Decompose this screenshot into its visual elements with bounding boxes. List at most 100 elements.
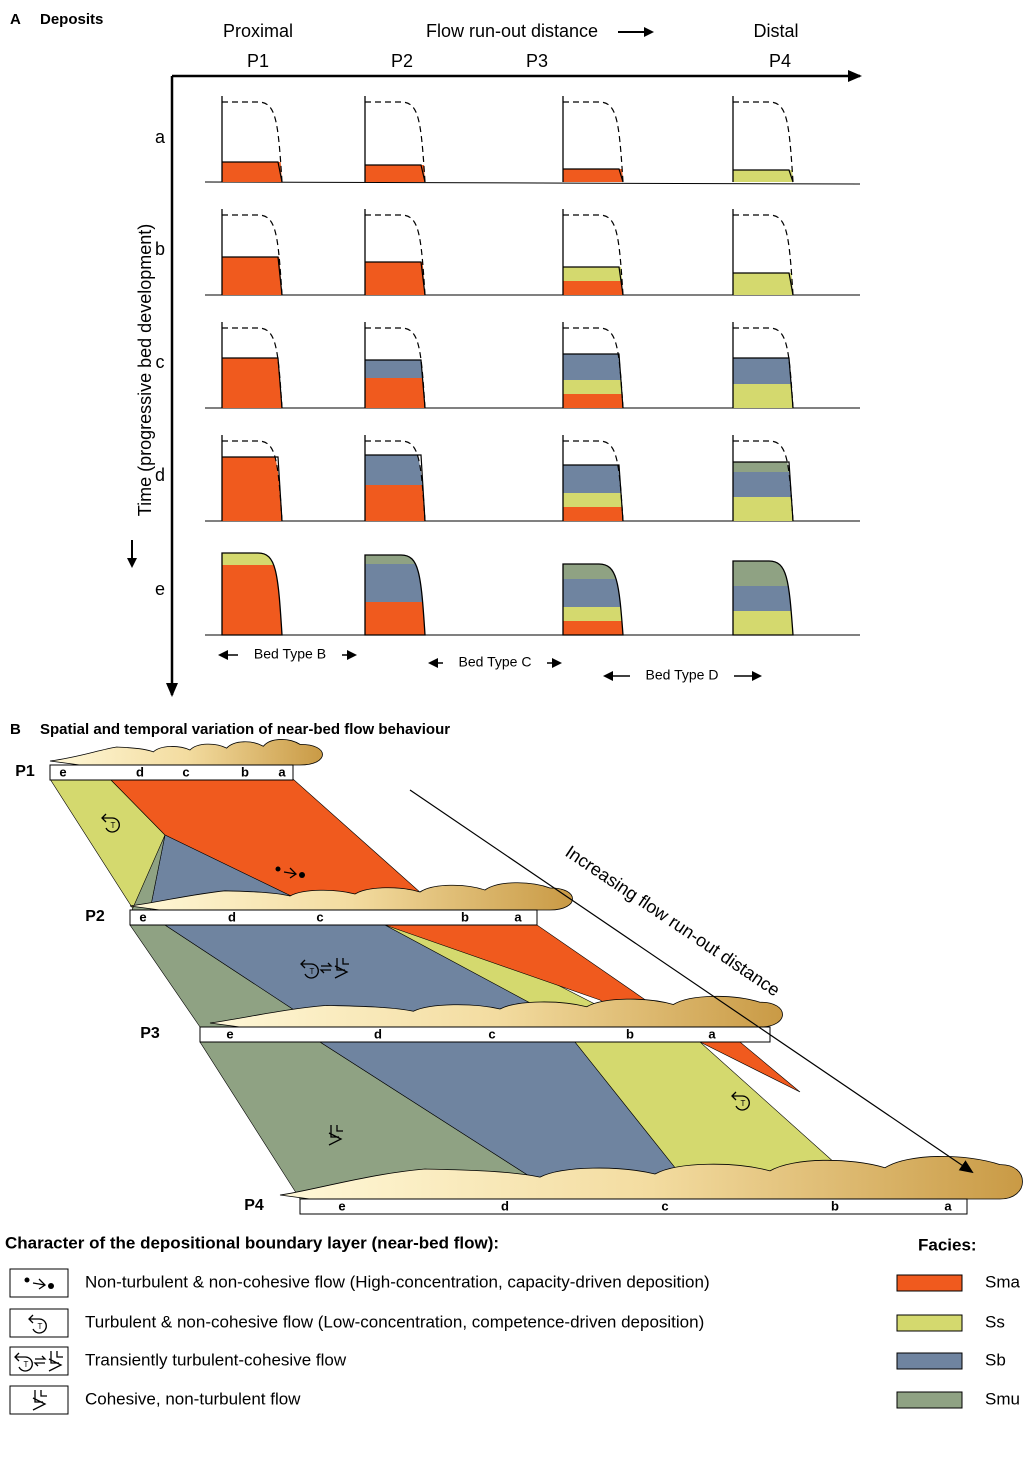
profile-bar [300, 1199, 967, 1214]
division-label: b [626, 1026, 634, 1041]
facies-swatch [897, 1353, 962, 1369]
division-label: d [501, 1198, 509, 1213]
row-label: b [155, 239, 165, 259]
facies-layer [733, 462, 795, 472]
profile-bar [130, 910, 537, 925]
facies-title: Facies: [918, 1235, 977, 1254]
panel-label: B [10, 721, 21, 738]
facies-layer [365, 262, 427, 295]
facies-layer [563, 394, 625, 408]
facies-layer [563, 579, 625, 607]
facies-layer [563, 354, 625, 380]
y-axis-label: Time (progressive bed development) [135, 224, 155, 516]
icon-dot [299, 872, 305, 878]
bed-type-label: Bed Type B [254, 646, 326, 662]
division-label: e [226, 1026, 233, 1041]
icon-dot [48, 1283, 54, 1289]
header-proximal: Proximal [223, 21, 293, 41]
division-label: c [316, 909, 323, 924]
column-label: P4 [769, 51, 791, 71]
icon-t: T [310, 967, 315, 976]
profile-label: P1 [15, 763, 35, 780]
facies-layer [563, 621, 625, 635]
profile-label: P2 [85, 908, 105, 925]
facies-layer [733, 384, 795, 408]
facies-layer [563, 465, 625, 493]
facies-layer [365, 602, 427, 635]
header-distal: Distal [753, 21, 798, 41]
facies-layer [222, 565, 284, 635]
legend-label: Cohesive, non-turbulent flow [85, 1389, 301, 1408]
panel-label: A [10, 11, 21, 28]
icon-t: T [741, 1099, 746, 1108]
division-label: b [461, 909, 469, 924]
icon-t: T [38, 1322, 43, 1331]
profile-bar [200, 1027, 770, 1042]
icon-dot [276, 867, 281, 872]
facies-layer [222, 553, 284, 565]
facies-swatch [897, 1275, 962, 1291]
facies-layer [733, 273, 795, 295]
facies-layer [563, 267, 625, 281]
deposit-grid [205, 96, 860, 635]
header-flow: Flow run-out distance [426, 21, 598, 41]
facies-layer [733, 586, 795, 611]
facies-layer [222, 457, 284, 521]
facies-layer [563, 507, 625, 521]
column-label: P3 [526, 51, 548, 71]
facies-layer [365, 485, 427, 521]
facies-layer [365, 378, 427, 408]
column-label: P1 [247, 51, 269, 71]
division-label: a [514, 909, 522, 924]
facies-layer [733, 170, 795, 182]
facies-layer [563, 380, 625, 394]
facies-layer [222, 358, 284, 408]
facies-label: Sma [985, 1272, 1021, 1291]
facies-layer [365, 165, 427, 182]
division-label: e [139, 909, 146, 924]
division-label: c [182, 764, 189, 779]
icon-t: T [111, 821, 116, 830]
row-label: c [156, 352, 165, 372]
facies-layer [563, 607, 625, 621]
profile-label: P4 [244, 1197, 264, 1214]
legend-title: Character of the depositional boundary l… [5, 1233, 499, 1252]
icon-dot [25, 1278, 30, 1283]
division-label: e [338, 1198, 345, 1213]
facies-layer [733, 497, 795, 521]
division-label: e [59, 764, 66, 779]
legend-label: Transiently turbulent-cohesive flow [85, 1350, 347, 1369]
division-label: b [831, 1198, 839, 1213]
division-label: d [374, 1026, 382, 1041]
legend-icon-box [10, 1269, 68, 1297]
profile-bar [50, 765, 293, 780]
figure: A Deposits Proximal Flow run-out distanc… [0, 0, 1029, 1479]
facies-layer [563, 169, 625, 182]
legend-icon-box [10, 1386, 68, 1414]
ground-line [205, 182, 860, 184]
bed-type-label: Bed Type D [646, 667, 719, 683]
row-label: d [155, 465, 165, 485]
facies-layer [365, 360, 427, 378]
facies-layer [222, 257, 284, 295]
facies-label: Ss [985, 1312, 1005, 1331]
division-label: c [661, 1198, 668, 1213]
legend-label: Non-turbulent & non-cohesive flow (High-… [85, 1272, 710, 1291]
facies-layer [733, 611, 795, 635]
icon-t: T [24, 1360, 29, 1369]
facies-label: Smu [985, 1389, 1020, 1408]
facies-layer [365, 555, 427, 564]
facies-layer [563, 493, 625, 507]
legend: Non-turbulent & non-cohesive flow (High-… [10, 1269, 1021, 1414]
division-label: d [136, 764, 144, 779]
facies-layer [733, 472, 795, 497]
bed-type-label: Bed Type C [459, 654, 532, 670]
division-label: c [488, 1026, 495, 1041]
row-label: e [155, 579, 165, 599]
legend-label: Turbulent & non-cohesive flow (Low-conce… [85, 1312, 704, 1331]
profile-label: P3 [140, 1025, 160, 1042]
division-label: a [944, 1198, 952, 1213]
facies-layer [733, 358, 795, 384]
facies-layer [563, 281, 625, 295]
facies-layer [222, 162, 284, 182]
